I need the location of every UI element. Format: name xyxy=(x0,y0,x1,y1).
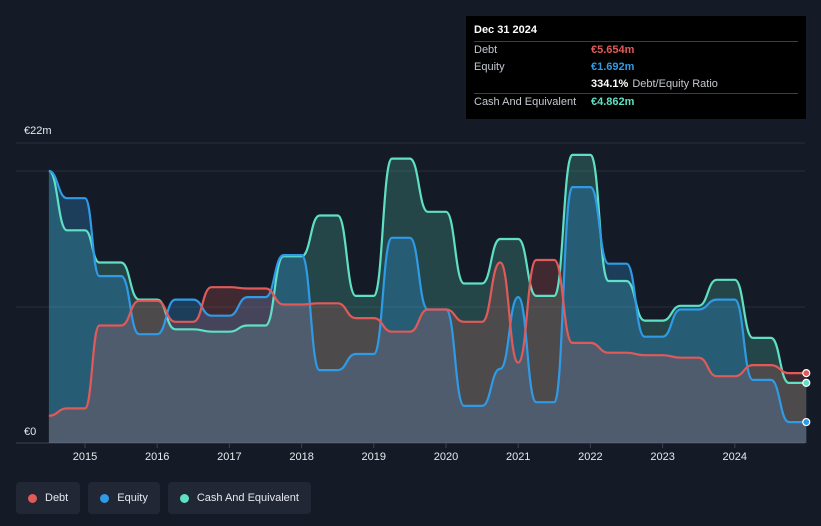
end-marker-cash xyxy=(802,378,811,387)
tooltip-row-cash: Cash And Equivalent €4.862m xyxy=(474,93,798,111)
grid-lines xyxy=(16,142,805,448)
area-equity xyxy=(48,171,807,443)
tooltip-ratio: 334.1% Debt/Equity Ratio xyxy=(591,76,718,92)
tooltip-date: Dec 31 2024 xyxy=(474,24,537,36)
legend-item-cash[interactable]: Cash And Equivalent xyxy=(167,482,311,514)
tooltip-debt-label: Debt xyxy=(474,44,498,56)
x-tick-label: 2016 xyxy=(145,451,169,463)
x-tick-label: 2015 xyxy=(73,451,97,463)
x-tick-label: 2018 xyxy=(289,451,313,463)
axis-labels: €22m €0 2015 2016 2017 2018 2019 2020 2021 2022 20… xyxy=(24,125,747,463)
y-axis-top-label: €22m xyxy=(24,125,52,137)
tooltip-debt-value: €5.654m xyxy=(591,44,635,56)
x-tick-label: 2022 xyxy=(578,451,602,463)
x-tick-label: 2021 xyxy=(506,451,530,463)
x-tick-label: 2019 xyxy=(362,451,386,463)
tooltip-row-equity: Equity €1.692m xyxy=(474,59,798,76)
y-axis-bottom-label: €0 xyxy=(24,426,36,438)
tooltip-row-ratio: 334.1% Debt/Equity Ratio xyxy=(474,76,798,93)
legend-dot-debt xyxy=(28,493,37,503)
end-marker-debt xyxy=(802,368,811,378)
legend-label-equity: Equity xyxy=(117,492,148,504)
tooltip-ratio-label: Debt/Equity Ratio xyxy=(632,78,718,90)
series-areas xyxy=(48,154,807,443)
x-tick-label: 2020 xyxy=(434,451,458,463)
legend-item-equity[interactable]: Equity xyxy=(88,482,160,514)
area-cash xyxy=(48,154,807,443)
tooltip-equity-value: €1.692m xyxy=(591,61,635,73)
line-cash xyxy=(47,153,807,384)
tooltip-cash-value: €4.862m xyxy=(591,96,635,108)
legend-dot-equity xyxy=(100,493,110,503)
legend-dot-cash xyxy=(179,493,189,503)
tooltip-equity-label: Equity xyxy=(474,61,505,73)
end-markers xyxy=(802,368,811,427)
x-tick-label: 2024 xyxy=(723,451,747,463)
legend-item-debt[interactable]: Debt xyxy=(16,482,81,514)
legend-label-cash: Cash And Equivalent xyxy=(196,492,299,504)
end-marker-equity xyxy=(802,417,811,427)
x-tick-label: 2017 xyxy=(217,451,241,463)
tooltip-row-debt: Debt €5.654m xyxy=(474,41,798,59)
data-tooltip: Dec 31 2024 Debt €5.654m Equity €1.692m … xyxy=(466,16,806,119)
tooltip-ratio-value: 334.1% xyxy=(591,78,629,90)
line-debt xyxy=(48,258,807,417)
x-tick-label: 2023 xyxy=(650,451,674,463)
tooltip-cash-label: Cash And Equivalent xyxy=(474,96,577,108)
series-lines xyxy=(47,153,807,424)
legend-label-debt: Debt xyxy=(45,492,69,504)
chart-legend: Debt Equity Cash And Equivalent xyxy=(16,482,311,514)
